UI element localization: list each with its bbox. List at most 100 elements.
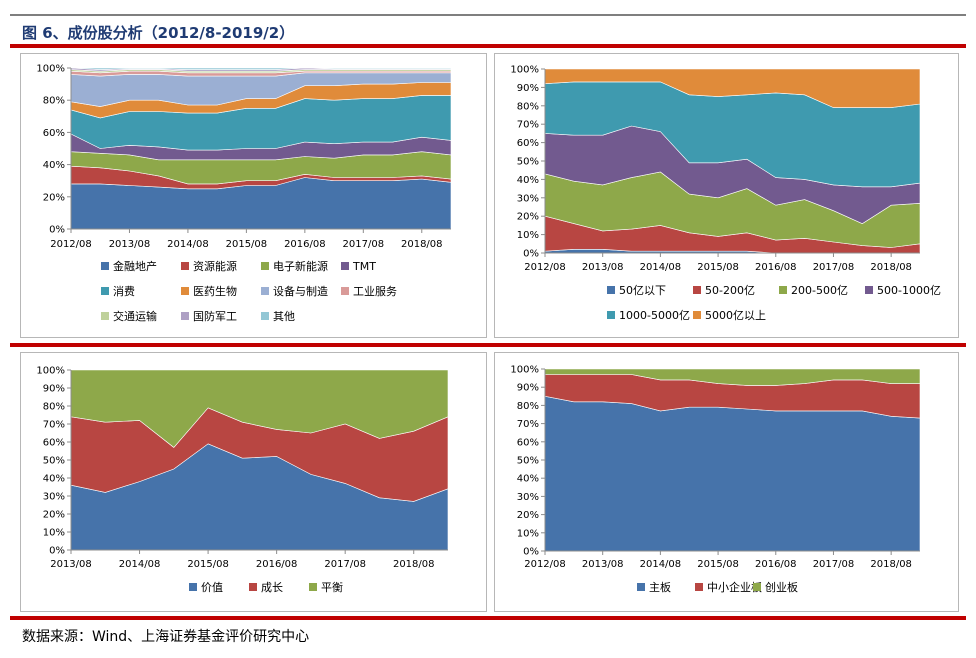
x-tick-label: 2014/08 xyxy=(119,559,161,570)
x-tick-label: 2012/08 xyxy=(524,559,566,570)
x-tick-label: 2014/08 xyxy=(167,239,209,250)
y-tick-label: 30% xyxy=(517,193,539,204)
legend-swatch xyxy=(753,583,761,591)
y-tick-label: 70% xyxy=(43,420,65,431)
legend-label: 医药生物 xyxy=(193,284,237,298)
legend-swatch xyxy=(637,583,645,591)
y-tick-label: 10% xyxy=(517,528,539,539)
x-tick-label: 2015/08 xyxy=(697,262,739,273)
legend-label: 价值 xyxy=(201,581,223,594)
x-tick-label: 2012/08 xyxy=(524,262,566,273)
series-area-11 xyxy=(70,67,452,70)
x-tick-label: 2014/08 xyxy=(640,559,682,570)
legend-swatch xyxy=(249,583,257,591)
legend-swatch xyxy=(607,286,615,294)
legend-swatch xyxy=(693,311,701,319)
legend-swatch xyxy=(101,262,109,270)
legend-label: 主板 xyxy=(649,580,671,594)
industry-chart: 0% 20% 40% 60% 80% 100% 2012/08 2013/08 2014/08 2… xyxy=(36,64,452,323)
y-tick-label: 20% xyxy=(43,510,65,521)
x-tick-label: 2015/08 xyxy=(226,239,268,250)
y-tick-label: 40% xyxy=(517,175,539,186)
series-area-3 xyxy=(70,369,449,448)
y-tick-label: 20% xyxy=(43,192,65,203)
series-area-6 xyxy=(544,68,921,108)
legend-label: TMT xyxy=(352,260,376,273)
legend-label: 工业服务 xyxy=(353,285,397,298)
legend-label: 1000-5000亿 xyxy=(619,309,690,322)
legend-swatch xyxy=(261,287,269,295)
legend-label: 交通运输 xyxy=(113,309,157,323)
y-tick-label: 60% xyxy=(43,128,65,139)
x-tick-label: 2018/08 xyxy=(401,239,443,250)
x-tick-label: 2017/08 xyxy=(324,559,366,570)
y-tick-label: 0% xyxy=(49,546,65,557)
y-tick-label: 100% xyxy=(36,366,65,377)
y-tick-label: 90% xyxy=(517,383,539,394)
y-tick-label: 0% xyxy=(49,225,65,236)
y-tick-label: 50% xyxy=(517,157,539,168)
x-tick-label: 2015/08 xyxy=(697,559,739,570)
legend-swatch xyxy=(693,286,701,294)
legend-label: 电子新能源 xyxy=(273,259,328,273)
x-tick-label: 2013/08 xyxy=(582,262,624,273)
figure-title: 图 6、成份股分析（2012/8-2019/2） xyxy=(22,24,295,42)
legend-label: 金融地产 xyxy=(113,259,157,273)
y-tick-label: 100% xyxy=(510,65,539,76)
x-tick-label: 2013/08 xyxy=(50,559,92,570)
y-tick-label: 30% xyxy=(517,492,539,503)
legend-swatch xyxy=(779,286,787,294)
y-tick-label: 90% xyxy=(517,83,539,94)
legend-swatch xyxy=(101,312,109,320)
board-chart-panel: 0% 10% 20% 30% 40% 50% 60% 70% 80% 90% 100% 2012/08… xyxy=(494,352,959,612)
x-tick-label: 2015/08 xyxy=(187,559,229,570)
y-tick-label: 30% xyxy=(43,492,65,503)
legend-swatch xyxy=(341,262,349,270)
red-divider-top xyxy=(10,44,966,48)
legend-label: 平衡 xyxy=(321,581,343,594)
y-tick-label: 10% xyxy=(517,230,539,241)
x-tick-label: 2017/08 xyxy=(813,262,855,273)
legend-label: 其他 xyxy=(273,310,295,323)
legend-label: 创业板 xyxy=(765,580,798,594)
legend-swatch xyxy=(181,312,189,320)
x-tick-label: 2012/08 xyxy=(50,239,92,250)
y-tick-label: 80% xyxy=(43,96,65,107)
legend-label: 资源能源 xyxy=(193,259,237,273)
legend-swatch xyxy=(695,583,703,591)
y-tick-label: 0% xyxy=(523,249,539,260)
legend-label: 5000亿以上 xyxy=(705,309,766,322)
y-tick-label: 60% xyxy=(517,138,539,149)
legend-label: 国防军工 xyxy=(193,309,237,323)
x-tick-label: 2018/08 xyxy=(870,262,912,273)
market-cap-chart-panel: 0% 10% 20% 30% 40% 50% 60% 70% 80% 90% 100% 2012/08… xyxy=(494,53,959,338)
legend-swatch xyxy=(341,287,349,295)
legend-label: 中小企业板 xyxy=(707,580,762,594)
legend-label: 50亿以下 xyxy=(619,284,666,297)
x-tick-label: 2018/08 xyxy=(393,559,435,570)
y-tick-label: 70% xyxy=(517,120,539,131)
legend-swatch xyxy=(181,287,189,295)
legend-swatch xyxy=(607,311,615,319)
x-tick-label: 2013/08 xyxy=(109,239,151,250)
y-tick-label: 60% xyxy=(43,438,65,449)
y-tick-label: 80% xyxy=(517,401,539,412)
y-tick-label: 40% xyxy=(517,474,539,485)
legend-label: 500-1000亿 xyxy=(877,284,941,297)
y-tick-label: 10% xyxy=(43,528,65,539)
top-rule xyxy=(10,14,966,16)
x-tick-label: 2014/08 xyxy=(640,262,682,273)
x-tick-label: 2016/08 xyxy=(755,262,797,273)
red-divider-bottom xyxy=(10,616,966,620)
y-tick-label: 60% xyxy=(517,437,539,448)
legend-swatch xyxy=(865,286,873,294)
y-tick-label: 80% xyxy=(43,402,65,413)
legend-label: 50-200亿 xyxy=(705,284,755,297)
board-chart: 0% 10% 20% 30% 40% 50% 60% 70% 80% 90% 100% 2012/08… xyxy=(510,365,921,594)
legend-swatch xyxy=(101,287,109,295)
legend-swatch xyxy=(309,583,317,591)
legend-label: 消费 xyxy=(113,284,135,298)
y-tick-label: 40% xyxy=(43,474,65,485)
series-area-1 xyxy=(544,395,921,552)
x-tick-label: 2016/08 xyxy=(284,239,326,250)
